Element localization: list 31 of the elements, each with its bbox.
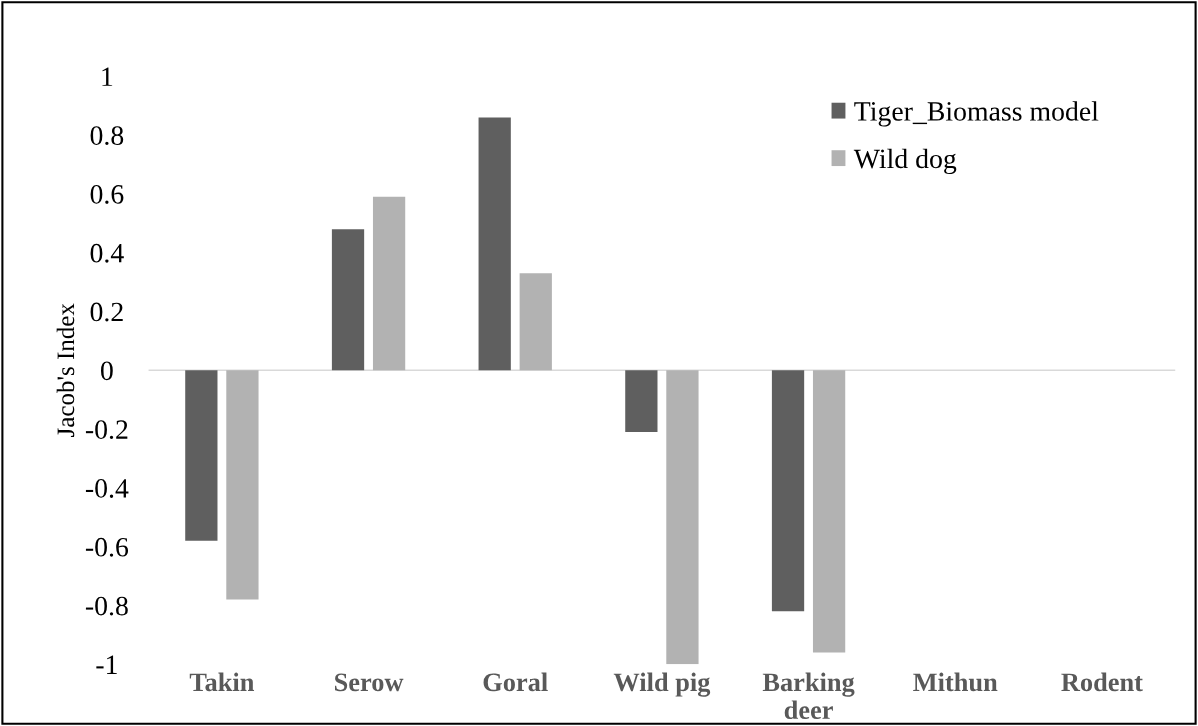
- x-tick-label: Takin: [189, 672, 255, 692]
- y-tick-label: -0.6: [85, 537, 129, 557]
- y-tick-label: 0: [101, 361, 113, 381]
- x-tick-label: Serow: [335, 673, 404, 692]
- y-tick-label: 0.4: [90, 243, 124, 263]
- x-tick-label: Wild pig: [613, 672, 711, 697]
- y-tick-label: -0.2: [85, 420, 128, 440]
- bar: [226, 370, 259, 600]
- bar: [372, 196, 406, 371]
- y-tick-label: -1: [96, 655, 117, 674]
- legend-label: Wild dog: [853, 148, 957, 174]
- x-tick-label: Barking deer: [762, 672, 855, 719]
- y-tick-label: -0.8: [85, 596, 128, 616]
- bar: [331, 229, 365, 371]
- bar: [625, 370, 658, 433]
- bar: [666, 370, 699, 665]
- bar: [812, 370, 846, 653]
- y-tick-label: 0.6: [90, 185, 124, 204]
- bar: [185, 370, 218, 541]
- y-tick-label: 0.8: [90, 126, 124, 146]
- bar: [771, 370, 805, 612]
- y-tick-label: 1: [102, 67, 113, 86]
- x-tick-label: Mithun: [913, 672, 998, 692]
- x-tick-label: Goral: [483, 672, 548, 692]
- bar: [519, 273, 552, 371]
- x-tick-label: Rodent: [1061, 672, 1143, 692]
- legend-label: Tiger_Biomass model: [854, 101, 1099, 127]
- y-tick-label: -0.4: [85, 479, 129, 498]
- bar: [478, 117, 511, 371]
- y-axis-title: Jacob's Index: [56, 303, 75, 437]
- y-tick-label: 0.2: [90, 302, 123, 322]
